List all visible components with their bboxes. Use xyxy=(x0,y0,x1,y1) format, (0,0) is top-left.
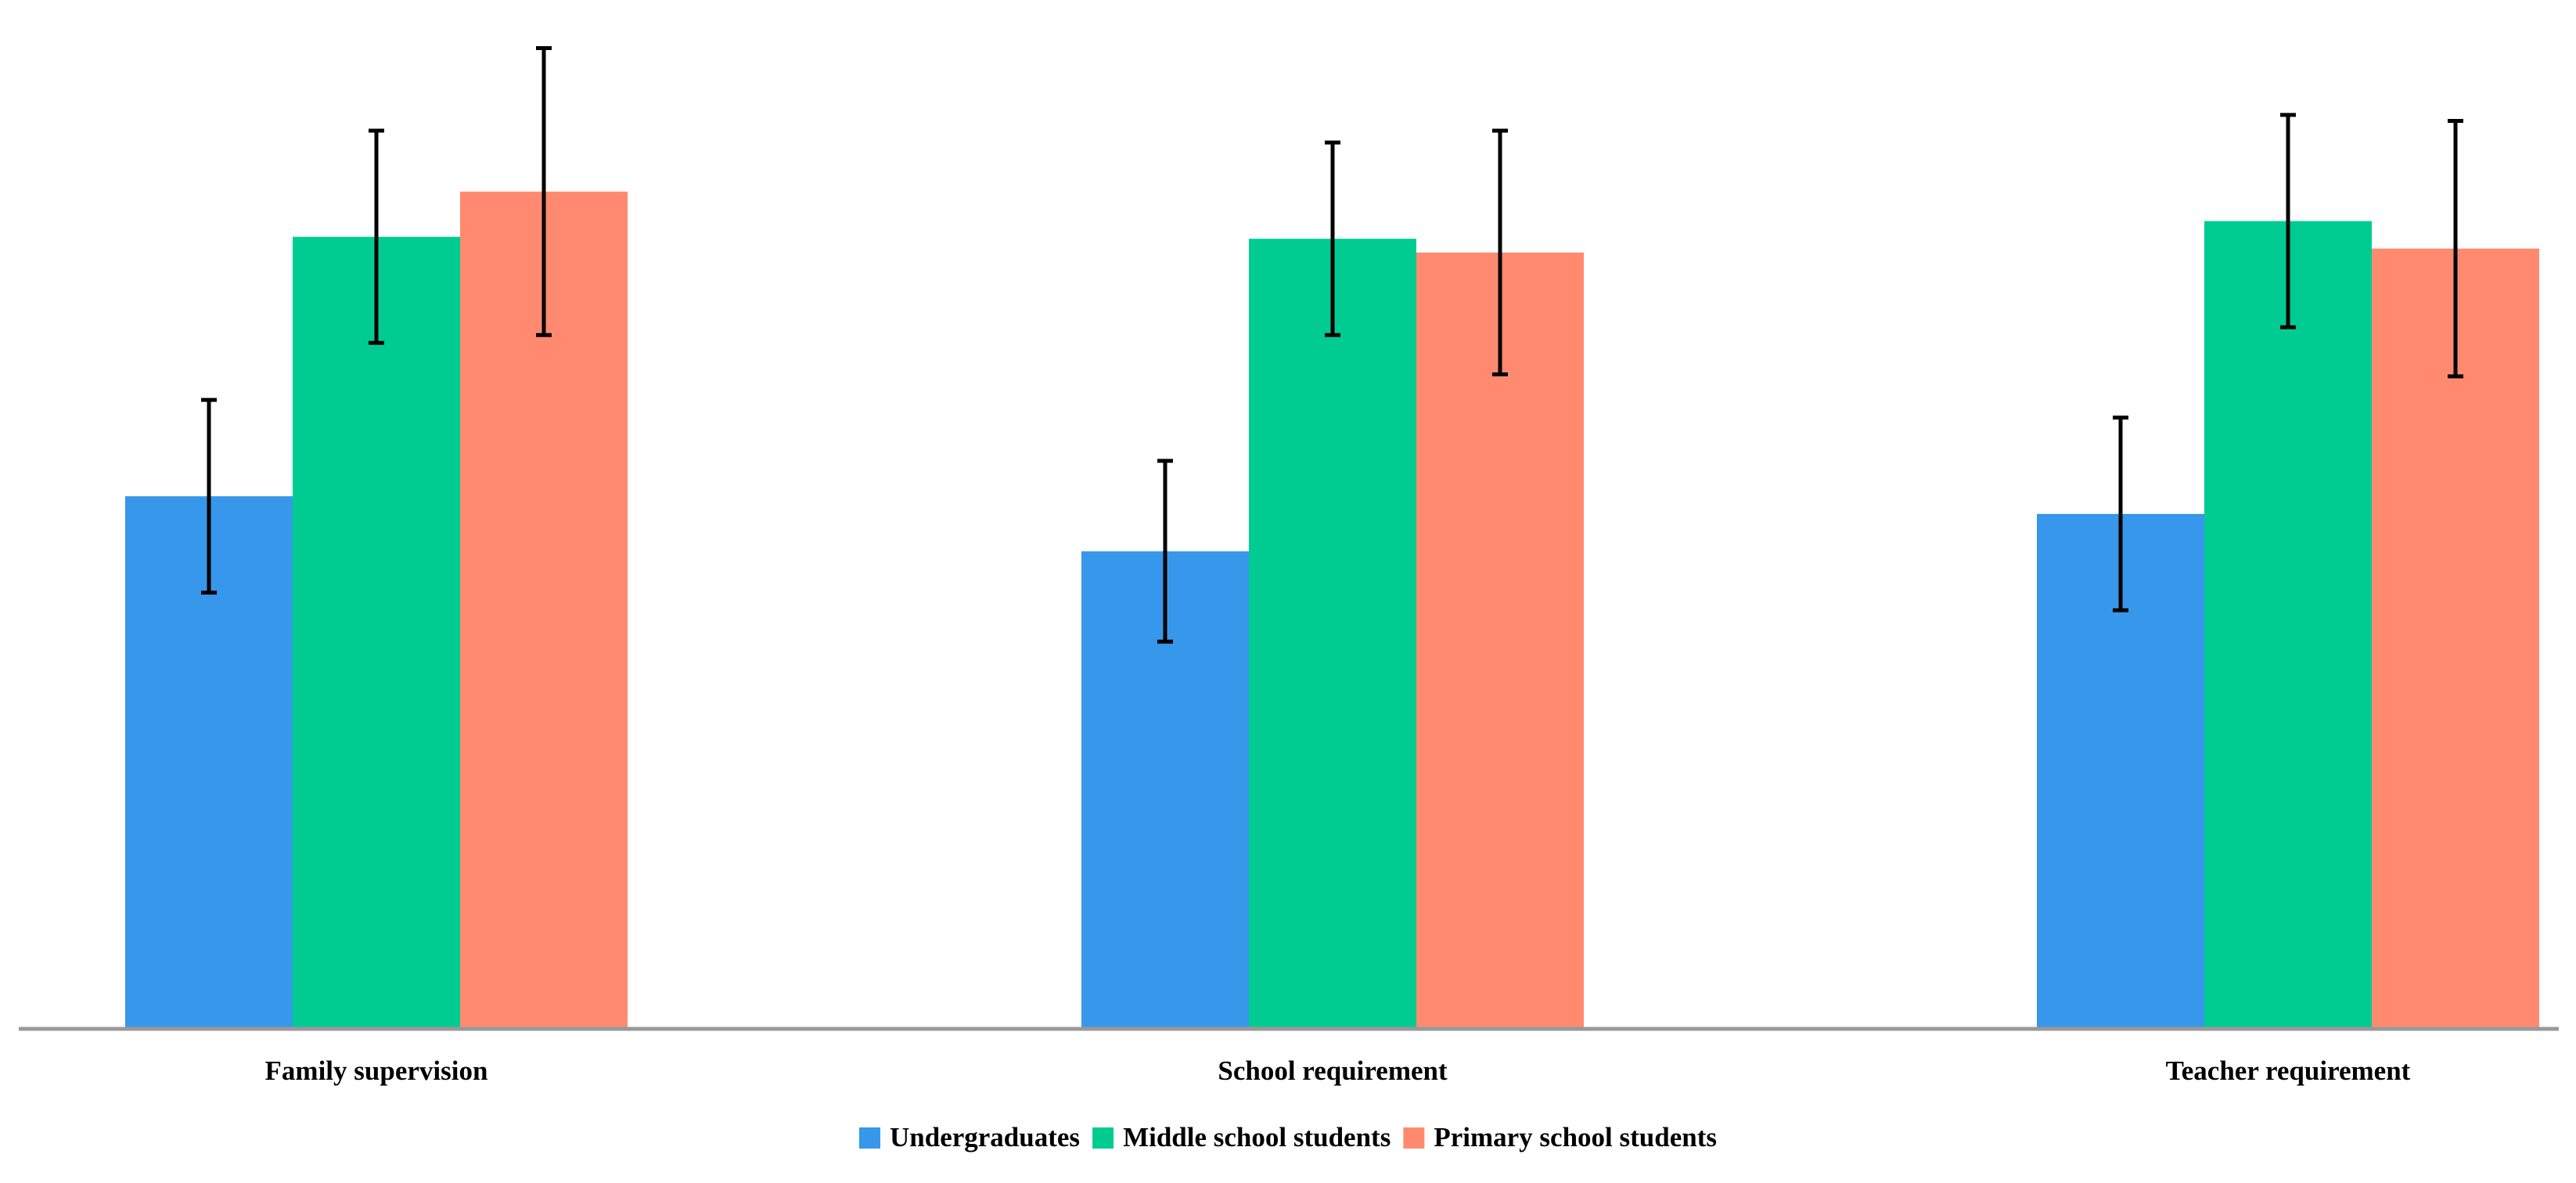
error-bar-teacher-requirement-primary-school-students xyxy=(2448,118,2463,379)
error-bar-teacher-requirement-undergraduates xyxy=(2113,415,2128,613)
legend-label-middle-school-students: Middle school students xyxy=(1123,1122,1391,1152)
error-bar-family-supervision-undergraduates xyxy=(201,397,217,595)
bar-school-requirement-primary-school-students xyxy=(1416,252,1584,1029)
bar-teacher-requirement-primary-school-students xyxy=(2372,248,2539,1030)
bar-family-supervision-middle-school-students xyxy=(293,236,460,1029)
legend-label-undergraduates: Undergraduates xyxy=(890,1122,1080,1152)
bar-teacher-requirement-middle-school-students xyxy=(2204,221,2372,1029)
x-tick-label: School requirement xyxy=(1218,1055,1448,1086)
legend-swatch-middle-school-students xyxy=(1092,1127,1114,1149)
legend-swatch-primary-school-students xyxy=(1403,1127,1425,1149)
legend: Undergraduates Middle school students Prim… xyxy=(859,1122,1717,1152)
x-tick-label: Family supervision xyxy=(265,1055,488,1086)
error-bar-school-requirement-undergraduates xyxy=(1157,458,1173,644)
error-bar-family-supervision-primary-school-students xyxy=(536,46,552,337)
error-bar-school-requirement-primary-school-students xyxy=(1492,128,1508,377)
bar-school-requirement-middle-school-students xyxy=(1249,239,1416,1029)
error-bar-family-supervision-middle-school-students xyxy=(369,128,384,345)
legend-label-primary-school-students: Primary school students xyxy=(1434,1122,1717,1152)
error-bar-school-requirement-middle-school-students xyxy=(1325,140,1340,337)
bars-layer xyxy=(125,191,2539,1030)
error-bars-layer xyxy=(201,46,2463,644)
category-labels: Family supervision School requirement Teac… xyxy=(265,1055,2411,1086)
x-tick-label: Teacher requirement xyxy=(2166,1055,2411,1086)
legend-swatch-undergraduates xyxy=(859,1127,880,1149)
error-bar-teacher-requirement-middle-school-students xyxy=(2280,113,2296,329)
